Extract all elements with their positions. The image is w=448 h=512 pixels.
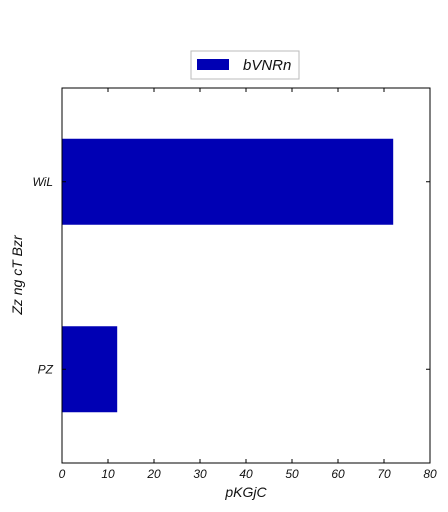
legend-swatch: [197, 59, 229, 70]
x-axis-title: pKGjC: [224, 484, 267, 500]
x-tick-label: 80: [423, 467, 437, 481]
x-axis-ticks: 0 10 20 30 40 50 60 70 80: [59, 88, 437, 481]
x-tick-label: 10: [101, 467, 115, 481]
y-tick-label: PZ: [38, 362, 54, 376]
bars-layer: [62, 138, 394, 413]
x-tick-label: 70: [377, 467, 391, 481]
legend-label: bVNRn: [243, 57, 291, 74]
bar-WiL: [62, 138, 394, 225]
y-tick-label: WiL: [32, 175, 53, 189]
x-tick-label: 30: [193, 467, 207, 481]
bar-PZ: [62, 326, 118, 413]
x-tick-label: 40: [239, 467, 253, 481]
x-tick-label: 0: [59, 467, 66, 481]
x-tick-label: 60: [331, 467, 345, 481]
legend: bVNRn: [190, 50, 300, 80]
y-axis-ticks: WiL PZ: [32, 175, 430, 376]
x-tick-label: 50: [285, 467, 299, 481]
y-axis-title: Zz ng cT Bzr: [9, 234, 25, 316]
x-tick-label: 20: [146, 467, 161, 481]
